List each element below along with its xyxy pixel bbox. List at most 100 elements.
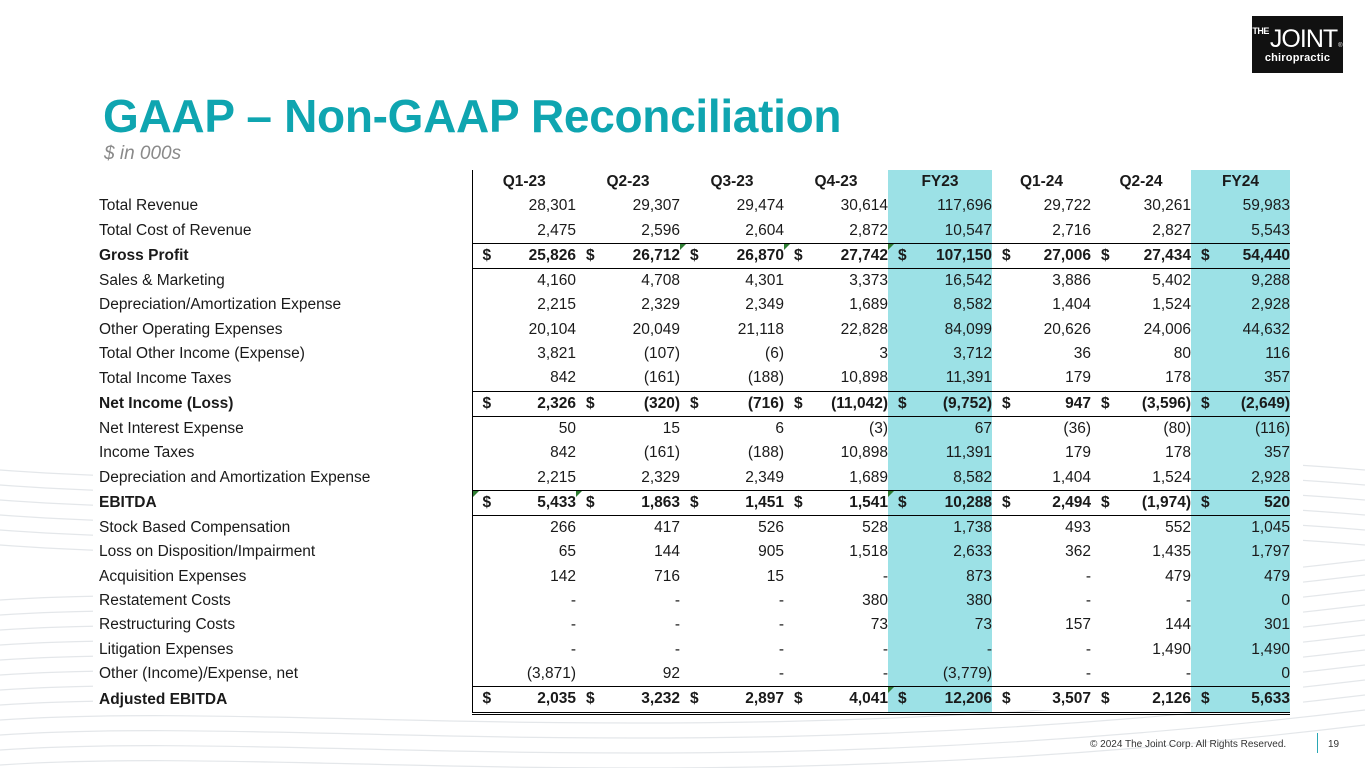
table-cell: -: [576, 589, 680, 613]
currency-symbol: $: [1201, 493, 1210, 511]
row-label: EBITDA: [99, 493, 157, 511]
cell-value: (9,752): [942, 394, 992, 412]
table-row: Net Interest Expense 50 15 6 (3) 67 (36) (80) (1…: [99, 416, 1290, 442]
table-cell: 2,827: [1091, 219, 1191, 244]
row-label: Litigation Expenses: [99, 640, 234, 658]
cell-value: -: [570, 640, 576, 658]
cell-value: 1,689: [849, 296, 888, 314]
logo-joint-text: JOINT: [1269, 25, 1338, 53]
cell-value: -: [882, 664, 888, 682]
cell-value: 842: [550, 369, 576, 387]
table-cell: -: [680, 589, 784, 613]
cell-value: 27,434: [1143, 246, 1191, 264]
footer-divider: [1317, 733, 1318, 753]
table-cell: 84,099: [888, 317, 992, 343]
table-cell: 67: [888, 416, 992, 442]
column-header-fy24: FY24: [1191, 170, 1290, 195]
table-cell: $ (320): [576, 390, 680, 417]
currency-symbol: $: [1101, 493, 1110, 511]
cell-value: 357: [1264, 444, 1290, 462]
currency-symbol: $: [898, 246, 907, 264]
cell-value: 716: [654, 567, 680, 585]
logo-chiropractic-text: chiropractic: [1264, 52, 1331, 64]
table-cell: 1,435: [1091, 540, 1191, 564]
table-cell: 2,215: [471, 293, 576, 318]
table-cell: $520: [1191, 489, 1290, 517]
table-cell: $27,434: [1091, 242, 1191, 270]
table-cell: 59,983: [1191, 194, 1290, 219]
cell-value: 479: [1165, 567, 1191, 585]
table-cell: $5,433: [471, 489, 576, 517]
cell-value: 905: [758, 543, 784, 561]
table-row: Adjusted EBITDA $2,035 $3,232 $2,897 $4,041 $…: [99, 686, 1290, 715]
table-cell: -: [1091, 662, 1191, 687]
cell-value: 10,288: [944, 493, 992, 511]
cell-value: 1,451: [745, 493, 784, 511]
table-cell: 29,307: [576, 194, 680, 218]
table-cell: 178: [1091, 366, 1191, 391]
cell-value: 117,696: [937, 197, 992, 215]
cell-value: 116: [1265, 345, 1290, 363]
table-cell: 10,898: [784, 441, 888, 465]
cell-value: 1,524: [1152, 296, 1191, 314]
table-row: Acquisition Expenses 142 716 15 - 873 - 479 479: [99, 564, 1290, 590]
header-corner: [99, 170, 472, 194]
cell-value: -: [1085, 567, 1091, 585]
table-cell: 2,475: [471, 218, 576, 244]
currency-symbol: $: [794, 246, 803, 264]
page-title: GAAP – Non-GAAP Reconciliation: [103, 90, 842, 142]
table-cell: $107,150: [888, 242, 992, 270]
cell-value: 54,440: [1242, 246, 1290, 264]
table-body: Q1-23 Q2-23 Q3-23 Q4-23 FY23 Q1-24 Q2-24 FY24 To…: [99, 170, 1290, 715]
cell-value: 2,035: [537, 690, 576, 708]
table-cell: 30,614: [784, 194, 888, 218]
table-cell: $26,870: [680, 242, 784, 270]
table-cell: 8,582: [888, 293, 992, 318]
currency-symbol: $: [586, 493, 595, 511]
cell-value: -: [570, 616, 576, 634]
column-header-fy23: FY23: [888, 170, 992, 195]
cell-value: 36: [1073, 345, 1091, 363]
table-cell: 9,288: [1191, 268, 1290, 294]
currency-symbol: $: [690, 493, 699, 511]
table-row: Sales & Marketing 4,160 4,708 4,301 3,373 16,…: [99, 268, 1290, 294]
cell-value: 144: [1165, 616, 1191, 634]
company-logo: THE JOINT ® chiropractic: [1252, 16, 1343, 73]
cell-value: 26,712: [632, 246, 680, 264]
cell-value: 92: [662, 664, 680, 682]
currency-symbol: $: [690, 690, 699, 708]
table-cell: -: [471, 589, 576, 614]
table-cell: $3,232: [576, 686, 680, 715]
cell-value: 67: [974, 419, 992, 437]
cell-value: 24,006: [1143, 320, 1191, 338]
table-row: Litigation Expenses - - - - - - 1,490 1,490: [99, 637, 1290, 662]
table-cell: 73: [784, 613, 888, 637]
table-cell: 301: [1191, 613, 1290, 638]
cell-value: (1,974): [1141, 493, 1191, 511]
page-subtitle: $ in 000s: [104, 143, 182, 164]
table-cell: $ (716): [680, 390, 784, 417]
cell-value: 380: [966, 592, 992, 610]
column-header-q3-23: Q3-23: [710, 173, 754, 190]
cell-value: 2,126: [1152, 690, 1191, 708]
table-cell: (3,779): [888, 661, 992, 687]
cell-value: -: [778, 592, 784, 610]
cell-value: 15: [662, 419, 680, 437]
cell-value: (161): [643, 444, 680, 462]
cell-value: 0: [1281, 664, 1290, 682]
cell-value: 22,828: [840, 320, 888, 338]
cell-value: 8,582: [953, 468, 992, 486]
cell-value: -: [778, 640, 784, 658]
table-cell: 1,689: [784, 293, 888, 317]
table-cell: 30,261: [1091, 194, 1191, 218]
cell-value: 84,099: [944, 320, 992, 338]
table-row: Total Other Income (Expense) 3,821 (107) (6…: [99, 342, 1290, 367]
cell-value: 3,373: [849, 272, 888, 290]
table-row: EBITDA $5,433 $1,863 $1,451 $1,541 $10,288 $2,…: [99, 489, 1290, 517]
cell-value: (161): [643, 369, 680, 387]
table-cell: 479: [1091, 565, 1191, 589]
cell-value: 266: [550, 519, 576, 537]
cell-value: 2,326: [537, 394, 576, 412]
cell-value: 26,870: [736, 246, 784, 264]
cell-marker-icon: [473, 491, 479, 497]
